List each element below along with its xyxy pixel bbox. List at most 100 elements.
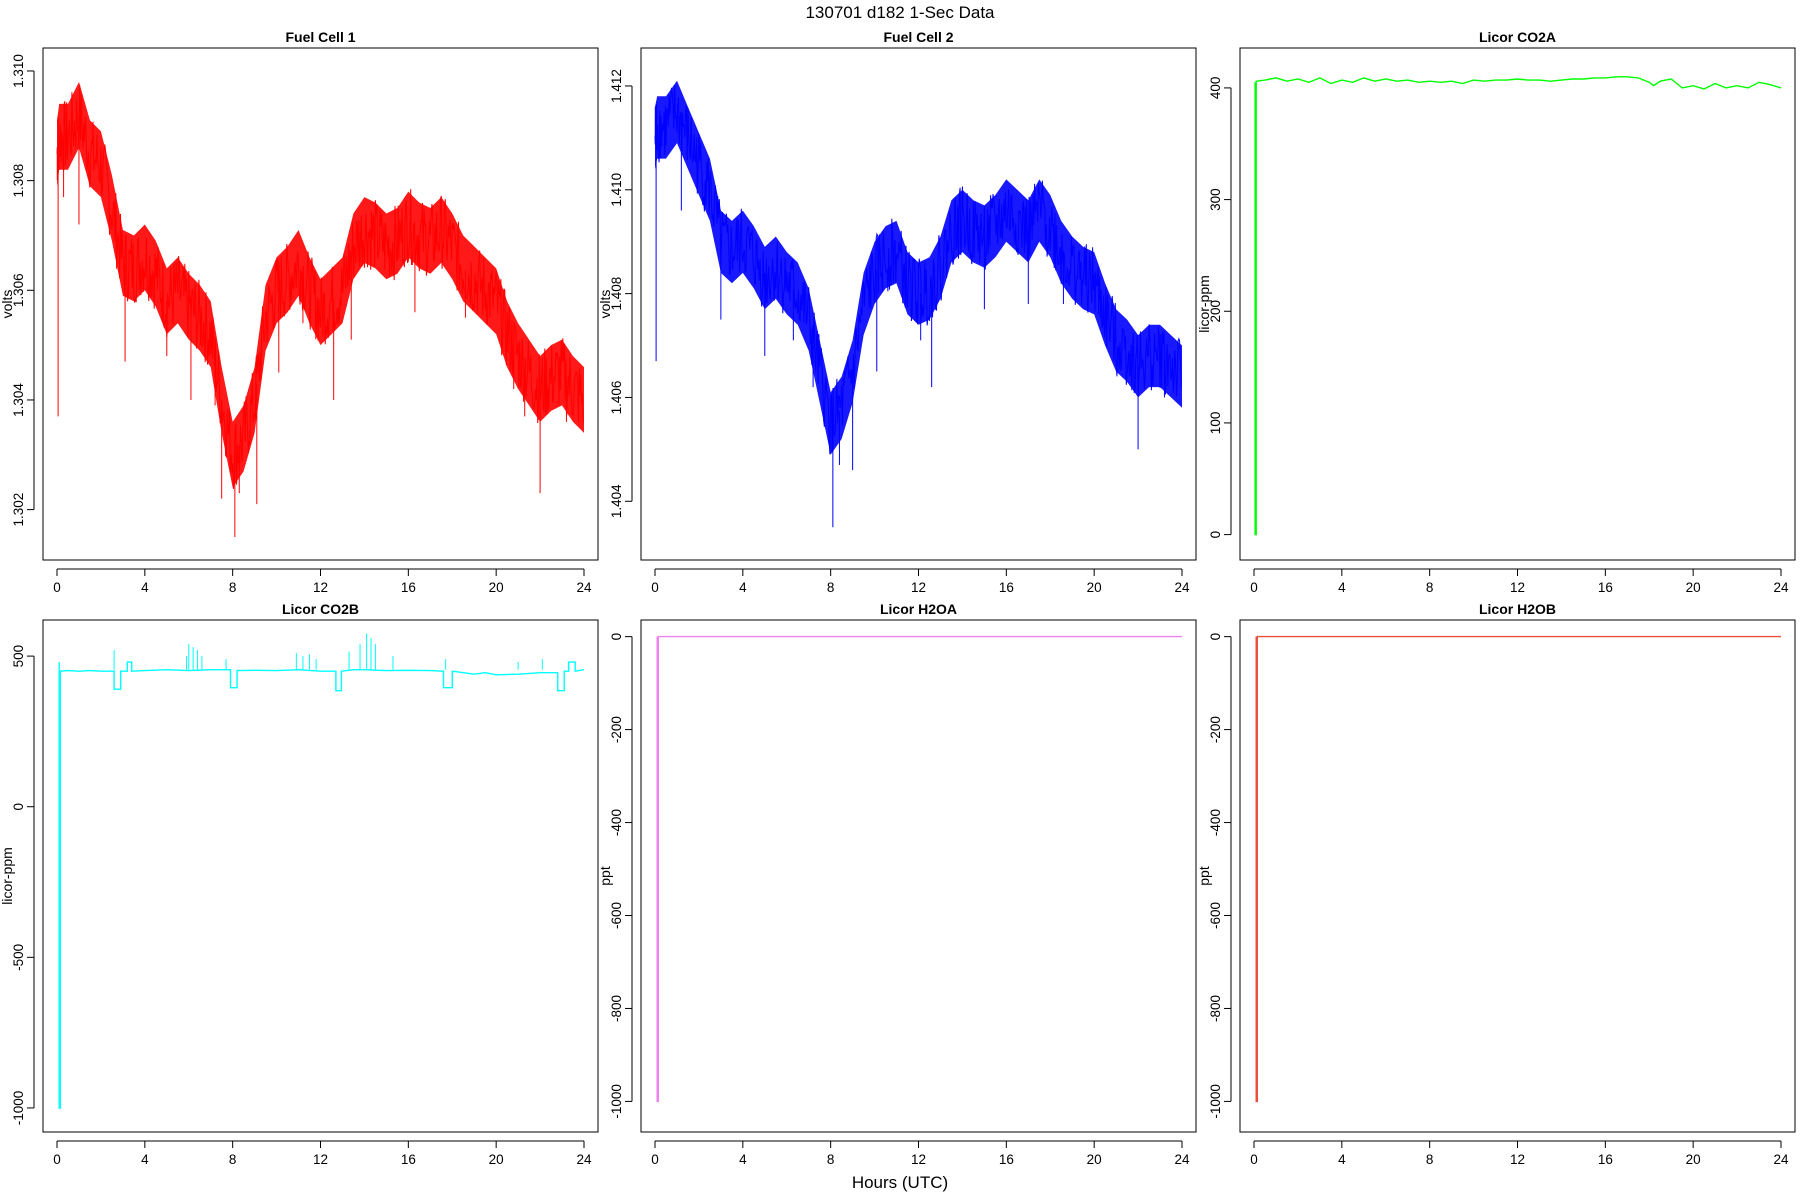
- x-tick-label: 0: [1250, 1152, 1258, 1167]
- x-tick-label: 24: [1773, 580, 1789, 595]
- x-tick-label: 4: [141, 1152, 149, 1167]
- y-axis: 1.302 1.304 1.306 1.308 1.310: [11, 54, 35, 527]
- x-tick-label: 8: [827, 1152, 835, 1167]
- y-tick-label: -600: [609, 902, 624, 929]
- y-tick-label: 0: [1208, 531, 1223, 539]
- x-tick-label: 16: [999, 580, 1014, 595]
- x-tick-label: 0: [1250, 580, 1258, 595]
- x-axis: 0 4 8 12 16 20 24: [651, 1140, 1190, 1167]
- series-line: [58, 661, 585, 1109]
- x-tick-label: 0: [651, 580, 659, 595]
- y-tick-label: 0: [1208, 633, 1223, 641]
- plot-frame: [640, 47, 1197, 561]
- y-tick-label: 1.306: [11, 273, 26, 307]
- y-axis: -1000 -800 -600 -400 -200 0: [609, 633, 633, 1119]
- series-line: [1255, 635, 1781, 1103]
- y-tick-label: 1.412: [609, 69, 624, 103]
- plot-frame: [42, 47, 599, 561]
- plot-frame: [1239, 619, 1796, 1133]
- y-tick-label: 200: [1208, 300, 1223, 323]
- y-tick-label: 0: [609, 633, 624, 641]
- x-tick-label: 20: [489, 1152, 504, 1167]
- series: [656, 635, 1182, 1103]
- y-axis-label: ppt: [597, 866, 613, 886]
- series: [58, 633, 585, 1109]
- x-tick-label: 12: [313, 1152, 328, 1167]
- x-tick-label: 20: [1686, 580, 1701, 595]
- y-tick-label: -600: [1208, 902, 1223, 929]
- x-tick-label: 20: [489, 580, 504, 595]
- x-tick-label: 0: [53, 580, 61, 595]
- x-axis: 0 4 8 12 16 20 24: [1250, 1140, 1789, 1167]
- figure-x-axis-label: Hours (UTC): [852, 1173, 948, 1192]
- y-tick-label: 300: [1208, 188, 1223, 211]
- series-detail: [654, 84, 1182, 455]
- y-tick-label: 1.310: [11, 54, 26, 88]
- x-tick-label: 4: [1338, 580, 1346, 595]
- x-tick-label: 20: [1087, 1152, 1102, 1167]
- x-tick-label: 20: [1087, 580, 1102, 595]
- series-band: [57, 81, 584, 488]
- plot-frame: [1239, 47, 1796, 561]
- x-tick-label: 16: [401, 580, 416, 595]
- series: [1255, 635, 1781, 1103]
- y-tick-label: -1000: [1208, 1084, 1223, 1119]
- x-tick-label: 12: [1510, 580, 1525, 595]
- x-tick-label: 12: [911, 1152, 926, 1167]
- y-tick-label: -400: [1208, 809, 1223, 836]
- y-tick-label: 100: [1208, 412, 1223, 435]
- series: [56, 81, 584, 538]
- series-detail: [56, 85, 584, 490]
- x-tick-label: 16: [1598, 580, 1613, 595]
- plot-frame: [42, 619, 599, 1133]
- y-axis-label: ppt: [1196, 866, 1212, 886]
- x-tick-label: 4: [739, 580, 747, 595]
- x-tick-label: 0: [53, 1152, 61, 1167]
- series-line: [656, 635, 1182, 1103]
- x-tick-label: 24: [1773, 1152, 1789, 1167]
- y-tick-label: 0: [11, 803, 26, 811]
- x-tick-label: 8: [1426, 580, 1434, 595]
- y-axis-label: licor-ppm: [0, 847, 15, 905]
- y-axis: -1000 -800 -600 -400 -200 0: [1208, 633, 1232, 1119]
- y-tick-label: -200: [1208, 716, 1223, 743]
- x-tick-label: 0: [651, 1152, 659, 1167]
- y-axis: 1.404 1.406 1.408 1.410 1.412: [609, 69, 633, 518]
- panel-3: Licor CO2A licor-ppm 0 4 8 12 16 20 24 0 100 200 300…: [1196, 29, 1796, 595]
- panel-title: Licor H2OB: [1479, 601, 1556, 617]
- y-axis: -1000 -500 0 500: [11, 645, 35, 1126]
- x-tick-label: 16: [1598, 1152, 1613, 1167]
- x-tick-label: 4: [141, 580, 149, 595]
- y-tick-label: -500: [11, 944, 26, 971]
- y-axis-label: volts: [597, 290, 613, 319]
- x-tick-label: 8: [827, 580, 835, 595]
- series-line: [1254, 76, 1782, 536]
- y-tick-label: -1000: [609, 1084, 624, 1119]
- x-axis: 0 4 8 12 16 20 24: [53, 568, 592, 595]
- y-axis: 0 100 200 300 400: [1208, 77, 1232, 539]
- panel-title: Fuel Cell 1: [285, 29, 355, 45]
- y-tick-label: 1.304: [11, 383, 26, 417]
- panel-title: Fuel Cell 2: [883, 29, 953, 45]
- panel-title: Licor CO2A: [1479, 29, 1556, 45]
- x-tick-label: 12: [911, 580, 926, 595]
- x-axis: 0 4 8 12 16 20 24: [651, 568, 1190, 595]
- y-axis-label: licor-ppm: [1196, 275, 1212, 333]
- x-tick-label: 12: [1510, 1152, 1525, 1167]
- y-tick-label: -800: [609, 995, 624, 1022]
- y-tick-label: 500: [11, 645, 26, 668]
- plot-frame: [640, 619, 1197, 1133]
- x-tick-label: 24: [576, 1152, 592, 1167]
- x-tick-label: 24: [576, 580, 592, 595]
- x-axis: 0 4 8 12 16 20 24: [1250, 568, 1789, 595]
- y-axis-label: volts: [0, 290, 15, 319]
- y-tick-label: 1.308: [11, 164, 26, 198]
- y-tick-label: 1.408: [609, 277, 624, 311]
- x-tick-label: 16: [999, 1152, 1014, 1167]
- x-tick-label: 24: [1174, 1152, 1190, 1167]
- y-tick-label: 1.404: [609, 484, 624, 518]
- y-tick-label: -200: [609, 716, 624, 743]
- y-tick-label: -1000: [11, 1091, 26, 1126]
